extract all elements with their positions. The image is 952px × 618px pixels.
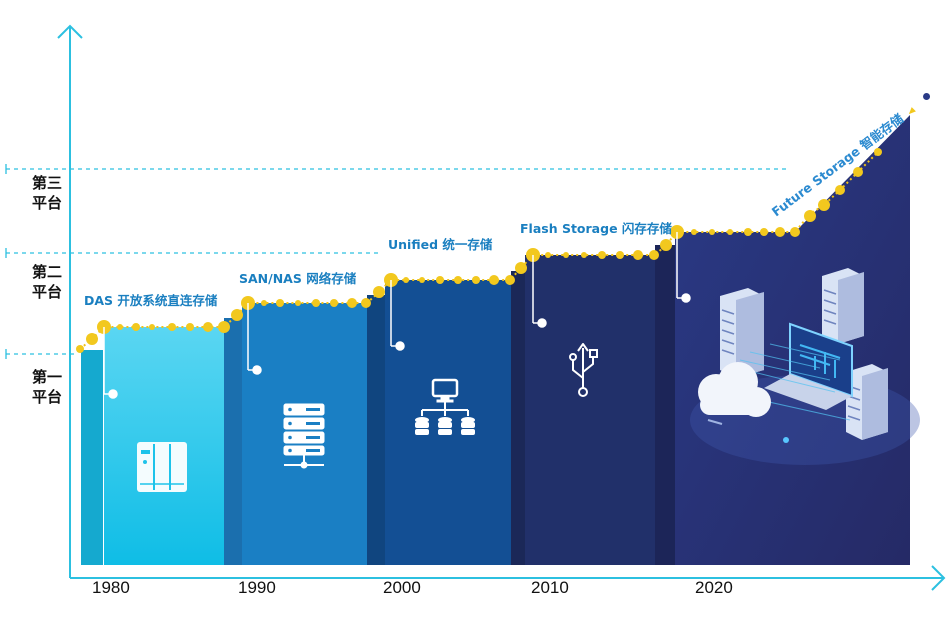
callout-pointers <box>103 232 691 399</box>
year-label: 1980 <box>92 578 130 597</box>
year-label: 2020 <box>695 578 733 597</box>
era-4-block <box>525 255 655 565</box>
platform-1-label: 第一 平台 <box>30 367 64 407</box>
laptop-base <box>764 374 852 410</box>
platform-2-line2: 平台 <box>31 283 62 301</box>
cloud-icon <box>698 362 771 417</box>
year-label: 2000 <box>383 578 421 597</box>
platform-3-line2: 平台 <box>31 194 62 212</box>
y-axis-arrow <box>57 24 83 39</box>
era-4-label: Flash Storage 闪存存储 <box>520 221 672 236</box>
platform-1-line2: 平台 <box>31 388 62 406</box>
x-axis-arrow <box>931 565 946 591</box>
era-2-label: SAN/NAS 网络存储 <box>239 271 357 286</box>
platform-guide-lines <box>6 168 788 355</box>
era-3-label: Unified 统一存储 <box>388 237 493 252</box>
network-storage-icon <box>415 378 475 435</box>
arrow-icon <box>707 419 723 425</box>
era-blocks <box>81 115 910 565</box>
year-label: 1990 <box>238 578 276 597</box>
year-label: 2010 <box>531 578 569 597</box>
server-rack-icon <box>283 403 325 469</box>
era-1-label: DAS 开放系统直连存储 <box>84 293 218 308</box>
node-dot <box>783 437 789 443</box>
rocket-icon <box>907 87 936 116</box>
data-streams <box>739 343 851 421</box>
platform-2-label: 第二 平台 <box>30 262 64 302</box>
nas-device-icon <box>137 442 187 492</box>
axes <box>57 24 946 591</box>
era-3-side <box>367 295 385 565</box>
usb-icon <box>569 343 598 397</box>
platform-3-label: 第三 平台 <box>30 173 64 213</box>
platform-1-line1: 第一 <box>31 368 62 386</box>
era-4-side <box>511 271 525 565</box>
era-1-side <box>81 350 103 565</box>
datacenter-illustration <box>690 268 920 465</box>
platform-2-line1: 第二 <box>31 263 62 281</box>
platform-3-line1: 第三 <box>31 174 62 192</box>
era-2-side <box>224 318 242 565</box>
era-5-side <box>655 245 675 565</box>
